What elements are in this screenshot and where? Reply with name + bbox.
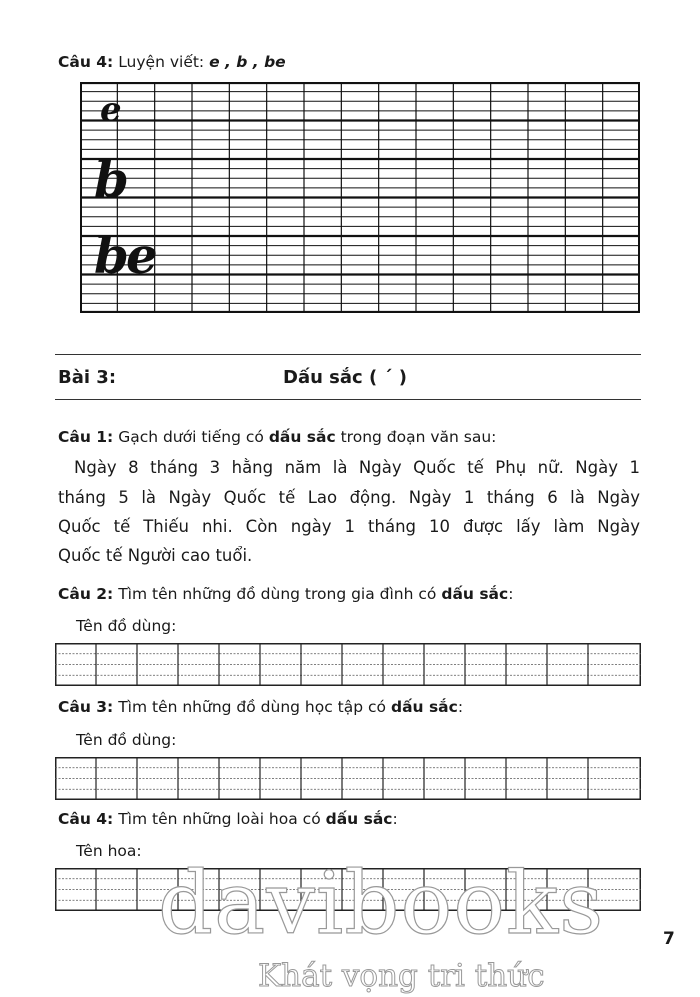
field-label: Tên đồ dùng: [76, 731, 177, 749]
question-keyword: dấu sắc [390, 698, 458, 716]
paragraph-line: Quốc tế Người cao tuổi. [58, 546, 253, 565]
question-1: Câu 1: Gạch dưới tiếng có dấu sắc trong … [58, 428, 496, 446]
question-label: Câu 4: [58, 53, 114, 71]
section-top-rule [55, 354, 641, 355]
question-3: Câu 3: Tìm tên những đồ dùng học tập có … [58, 698, 463, 716]
paragraph-line: Ngày 8 tháng 3 hằng năm là Ngày Quốc tế … [74, 458, 640, 477]
answer-grid-household-items[interactable] [55, 643, 641, 686]
question-text: Tìm tên những đồ dùng trong gia đình có [118, 585, 437, 603]
question-keyword: dấu sắc [441, 585, 509, 603]
question-keyword: dấu sắc [325, 810, 393, 828]
page-number: 7 [663, 929, 675, 949]
field-label: Tên đồ dùng: [76, 617, 177, 635]
question-label: Câu 2: [58, 585, 114, 603]
cursive-letter-e: e [100, 90, 122, 130]
question-label: Câu 4: [58, 810, 114, 828]
handwriting-practice-grid[interactable] [80, 82, 640, 313]
punct: : [508, 585, 514, 603]
punct: : [457, 698, 464, 716]
question-text: Luyện viết: [118, 53, 205, 71]
section-title: Dấu sắc ( ´ ) [283, 367, 407, 388]
section-label: Bài 3: [58, 367, 117, 388]
question-label: Câu 3: [58, 698, 114, 716]
section-bottom-rule [55, 399, 641, 400]
question-text: trong đoạn văn sau: [340, 428, 497, 446]
question-text: Tìm tên những đồ dùng học tập có [118, 698, 387, 716]
question-keyword: dấu sắc [268, 428, 336, 446]
field-label: Tên hoa: [76, 842, 142, 860]
question-text: Gạch dưới tiếng có [118, 428, 264, 446]
question-4-practice-heading: Câu 4: Luyện viết: e , b , be [58, 53, 286, 71]
practice-letters-text: e , b , be [209, 53, 286, 71]
paragraph-line: Quốc tế Thiếu nhi. Còn ngày 1 tháng 10 đ… [58, 517, 640, 536]
answer-grid-flowers[interactable] [55, 868, 641, 911]
watermark-brand: davibooks [157, 854, 605, 954]
cursive-word-be: be [94, 226, 158, 285]
paragraph-line: tháng 5 là Ngày Quốc tế Lao động. Ngày 1… [58, 488, 640, 507]
cursive-letter-b: b [94, 150, 129, 209]
watermark-slogan: Khát vọng tri thức [258, 958, 546, 994]
question-label: Câu 1: [58, 428, 114, 446]
question-text: Tìm tên những loài hoa có [118, 810, 321, 828]
question-4: Câu 4: Tìm tên những loài hoa có dấu sắc… [58, 810, 398, 828]
question-2: Câu 2: Tìm tên những đồ dùng trong gia đ… [58, 585, 513, 603]
punct: : [392, 810, 398, 828]
answer-grid-school-items[interactable] [55, 757, 641, 800]
